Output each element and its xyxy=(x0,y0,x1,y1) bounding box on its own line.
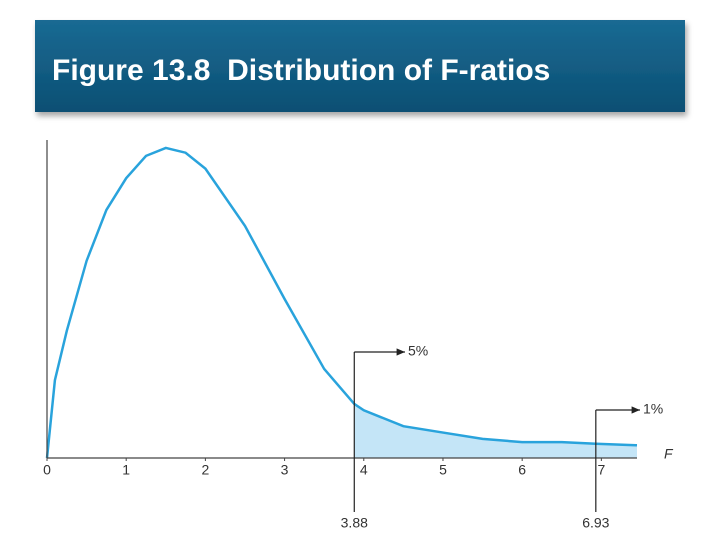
x-tick-label: 3 xyxy=(281,462,289,478)
chart-title: Figure 13.8 Distribution of F-ratios xyxy=(52,54,550,87)
tail-label: 1% xyxy=(643,401,663,417)
x-tick-label: 5 xyxy=(439,462,447,478)
tail-label: 5% xyxy=(408,343,428,359)
x-tick-label: 1 xyxy=(122,462,130,478)
density-curve xyxy=(45,146,638,459)
x-tick-label: 7 xyxy=(597,462,605,478)
title-banner xyxy=(35,20,685,112)
x-tick-label: 4 xyxy=(360,462,368,478)
x-tick-label: 6 xyxy=(518,462,526,478)
critical-value-label: 3.88 xyxy=(341,515,368,531)
x-tick-label: 0 xyxy=(43,462,51,478)
critical-value-label: 6.93 xyxy=(582,515,609,531)
x-tick-label: 2 xyxy=(201,462,209,478)
x-axis-label: F xyxy=(664,446,674,462)
tail-shade xyxy=(354,403,637,458)
